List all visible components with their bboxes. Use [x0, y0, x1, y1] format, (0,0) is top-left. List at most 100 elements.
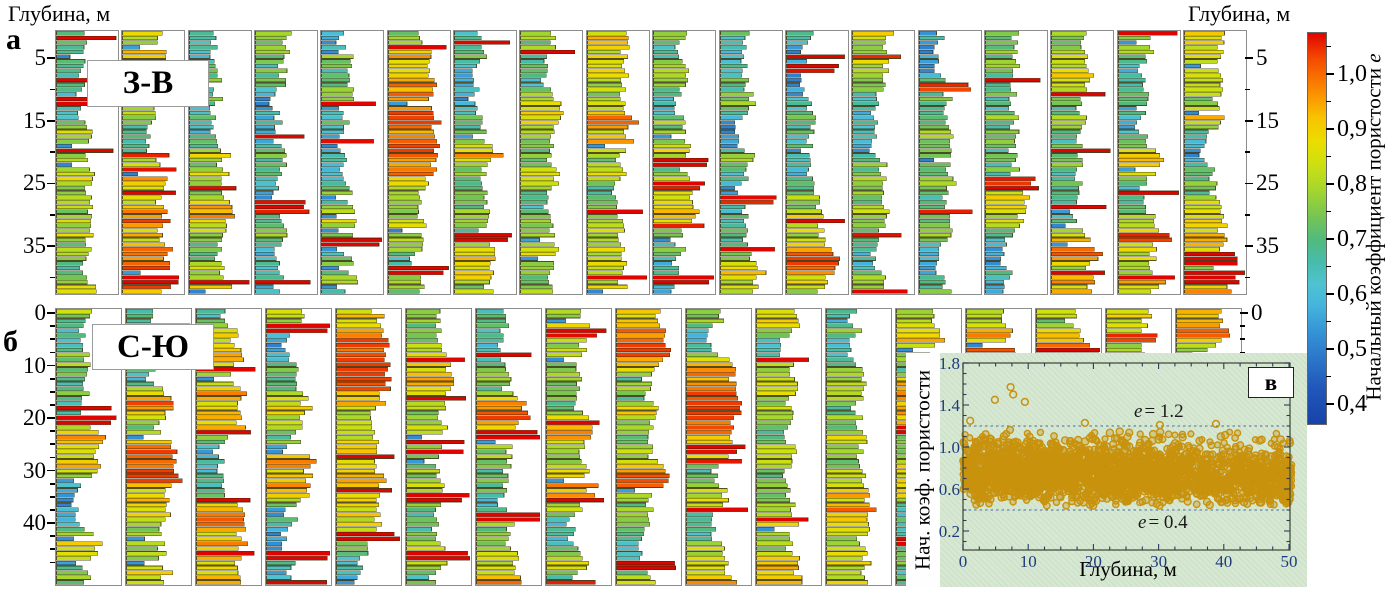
- bar-panel: [475, 308, 542, 586]
- depth-tick: [47, 245, 55, 247]
- depth-tick: [47, 364, 55, 367]
- ref-lower-symbol: e: [1138, 512, 1147, 533]
- depth-tick: [50, 443, 55, 446]
- bar-panel: [1050, 30, 1115, 295]
- depth-tick: [1244, 245, 1253, 247]
- depth-tick: [50, 509, 55, 511]
- depth-tick: [50, 482, 55, 485]
- depth-tick-label: 0: [34, 300, 47, 325]
- depth-tick: [50, 548, 55, 551]
- colorbar-tick-label: 1,0: [1337, 61, 1367, 87]
- depth-tick: [1244, 182, 1253, 185]
- colorbar-tick-label: 0,4: [1337, 391, 1367, 417]
- bar-panel: [320, 30, 385, 295]
- colorbar-tick: [1326, 403, 1334, 405]
- depth-tick: [1244, 57, 1253, 59]
- depth-tick-label: 15: [1255, 107, 1279, 133]
- depth-tick: [1244, 213, 1250, 216]
- colorbar-minor-tick: [1326, 100, 1331, 103]
- colorbar-tick-label: 0,9: [1337, 116, 1367, 142]
- subfigure-label-v: в: [1248, 367, 1294, 398]
- ref-lower-text: = 0.4: [1148, 512, 1188, 533]
- bar-panel: [405, 308, 472, 586]
- depth-tick: [50, 325, 55, 327]
- depth-tick: [50, 456, 55, 459]
- inset-y-tick-label: 1.8: [938, 354, 960, 373]
- bar-panel: [784, 30, 849, 295]
- colorbar-tick: [1326, 183, 1334, 185]
- colorbar-minor-tick: [1326, 45, 1331, 48]
- colorbar-tick: [1326, 348, 1334, 350]
- depth-tick: [50, 404, 55, 406]
- depth-tick: [1244, 151, 1250, 153]
- bar-panel: [615, 308, 682, 586]
- depth-tick: [47, 469, 55, 472]
- depth-tick: [47, 417, 55, 419]
- depth-tick-label: 5: [34, 45, 47, 70]
- ref-upper-text: = 1.2: [1144, 401, 1184, 422]
- depth-tick: [50, 561, 55, 564]
- depth-tick-label: 35: [1255, 233, 1279, 259]
- bar-panel: [917, 30, 982, 295]
- bar-panel: [983, 30, 1048, 295]
- colorbar-tick: [1326, 73, 1334, 75]
- bar-panel: [55, 308, 122, 586]
- bar-panel: [851, 30, 916, 295]
- depth-tick: [1240, 351, 1245, 354]
- depth-tick: [1244, 119, 1253, 122]
- bar-panel: [755, 308, 822, 586]
- bar-panel: [386, 30, 451, 295]
- depth-tick: [47, 119, 55, 122]
- ref-upper-symbol: e: [1134, 401, 1143, 422]
- subfigure-label-a: а: [6, 23, 21, 56]
- colorbar-minor-tick: [1326, 210, 1331, 213]
- depth-tick-label: 40: [23, 510, 46, 535]
- inset-x-axis-label: Глубина, м: [1079, 557, 1177, 581]
- depth-tick: [50, 495, 55, 498]
- depth-tick: [1240, 325, 1245, 327]
- depth-tick: [50, 390, 55, 393]
- depth-tick-label: 10: [23, 352, 46, 378]
- bar-panel: [1116, 30, 1181, 295]
- depth-tick: [1240, 312, 1248, 314]
- depth-tick: [50, 535, 55, 537]
- inset-scatter-plot: [959, 362, 1296, 551]
- depth-tick: [50, 88, 55, 91]
- bar-panel: [718, 30, 783, 295]
- colorbar-tick-label: 0,5: [1337, 336, 1367, 362]
- depth-tick-label: 20: [23, 405, 46, 430]
- depth-axis-title-left: Глубина, м: [8, 1, 111, 26]
- bar-panel: [585, 30, 650, 295]
- depth-tick: [1244, 88, 1250, 91]
- depth-tick: [1240, 338, 1245, 341]
- depth-tick: [50, 338, 55, 341]
- row-b-direction-label: С-Ю: [92, 324, 214, 370]
- depth-tick-label: 5: [1255, 45, 1268, 70]
- inset-y-tick-label: 0.2: [938, 522, 960, 541]
- depth-tick: [47, 312, 55, 314]
- depth-tick: [50, 430, 55, 432]
- depth-tick-label: 30: [23, 457, 46, 483]
- depth-axis-title-right: Глубина, м: [1188, 1, 1291, 26]
- bar-panel: [825, 308, 892, 586]
- depth-tick-label: 25: [23, 170, 46, 196]
- inset-y-tick-label: 1.4: [938, 396, 960, 415]
- inset-x-tick-label: 20: [1084, 552, 1102, 571]
- depth-tick-label: 35: [23, 233, 46, 259]
- bar-panel: [1182, 30, 1247, 295]
- depth-tick: [1244, 276, 1250, 279]
- inset-scatter-panel: Нач. коэф. пористости Глубина, м 0 10 20 30…: [906, 353, 1307, 587]
- inset-x-tick-label: 10: [1019, 552, 1037, 571]
- colorbar-tick-label: 0,7: [1337, 226, 1367, 252]
- ref-line-label-upper: e = 1.2: [1134, 402, 1184, 421]
- inset-y-tick-label: 1.0: [938, 438, 960, 457]
- colorbar-tick: [1326, 293, 1334, 295]
- colorbar-minor-tick: [1326, 155, 1331, 158]
- inset-label-strip: [906, 353, 940, 587]
- depth-tick: [47, 522, 55, 524]
- bar-panel: [685, 308, 752, 586]
- depth-tick: [47, 182, 55, 185]
- bar-panel: [652, 30, 717, 295]
- depth-tick: [50, 213, 55, 216]
